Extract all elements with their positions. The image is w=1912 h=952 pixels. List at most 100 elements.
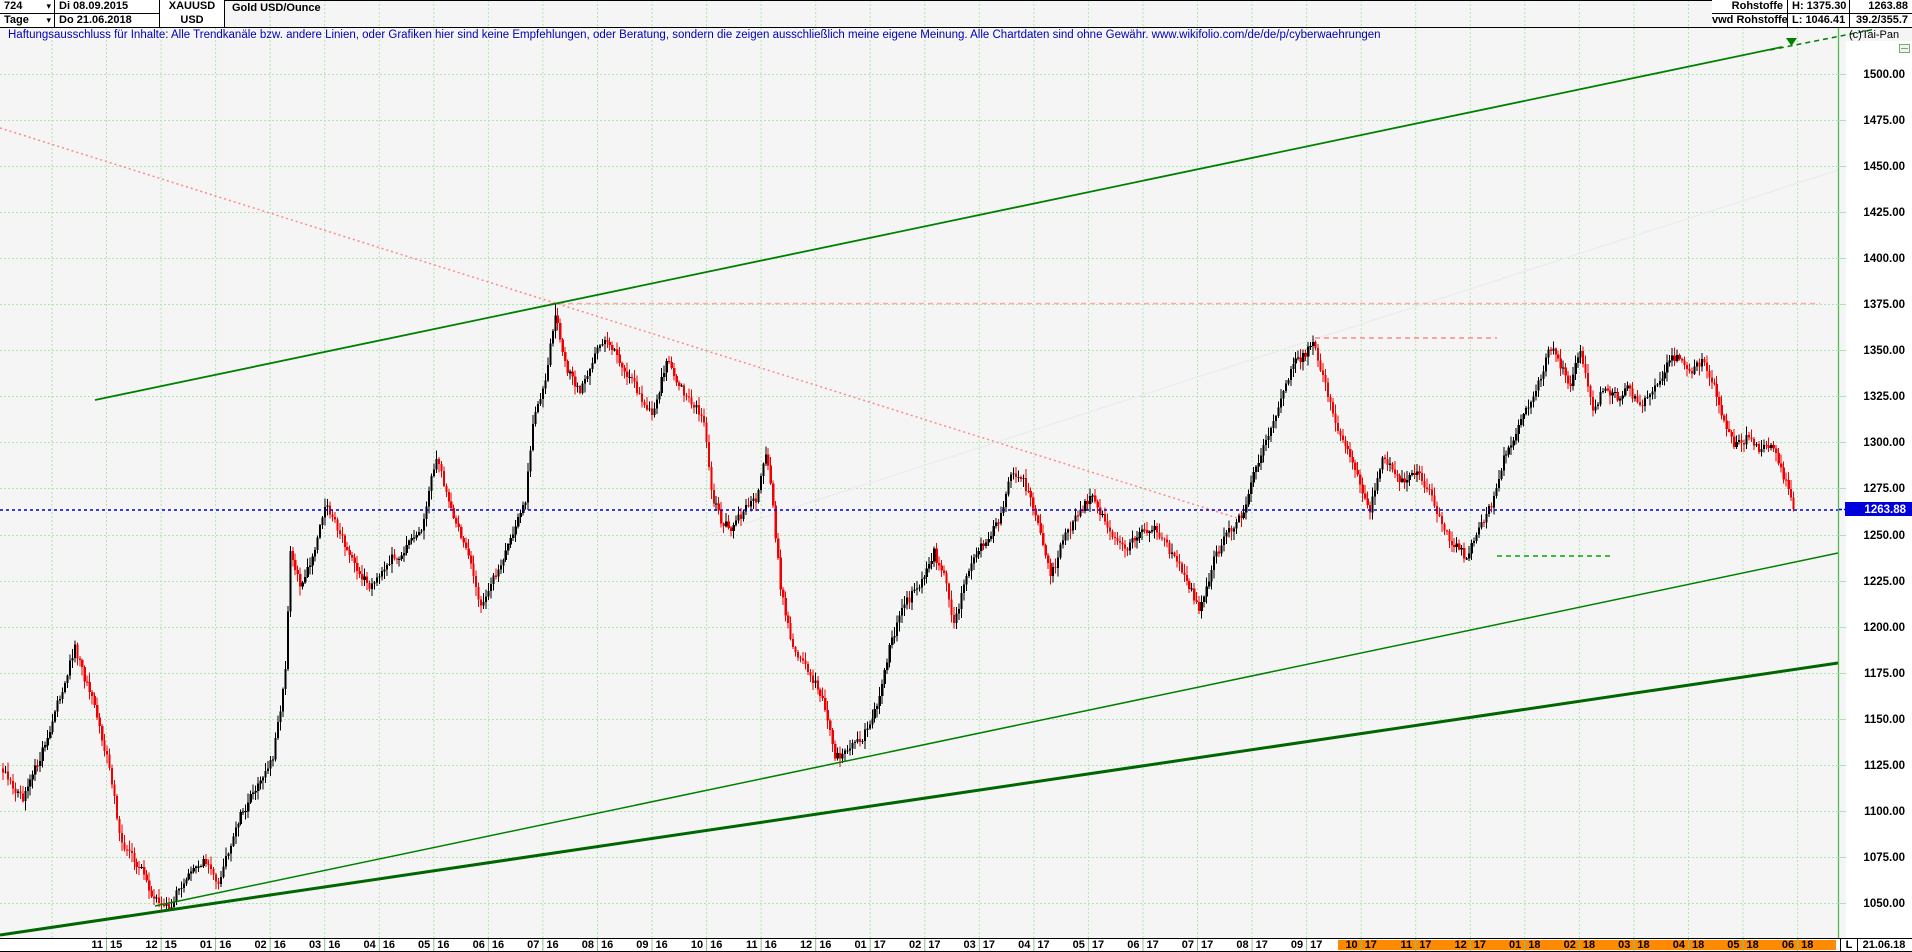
svg-text:17: 17 xyxy=(1365,939,1377,951)
svg-text:17: 17 xyxy=(1201,939,1213,951)
price-axis: 1500.00 1475.00 1450.00 1425.00 1400.00 1375.… xyxy=(1837,27,1912,952)
period-low: L: 1046.41 xyxy=(1788,14,1850,28)
svg-text:02: 02 xyxy=(1564,939,1576,951)
main-uptrend-extension xyxy=(1769,28,1877,51)
svg-text:08: 08 xyxy=(582,939,594,951)
faint-channel-line xyxy=(699,169,1839,539)
svg-text:03: 03 xyxy=(1618,939,1630,951)
disclaimer-text: Haftungsausschluss für Inhalte: Alle Tre… xyxy=(8,29,1381,41)
svg-text:18: 18 xyxy=(1747,939,1759,951)
trendline-arrow-marker xyxy=(1786,38,1797,46)
svg-text:1450.00: 1450.00 xyxy=(1863,161,1905,173)
highlight-period-band xyxy=(1338,940,1836,950)
bar-count-dropdown[interactable]: 724 ▾ xyxy=(0,0,55,14)
source-label: vwd Rohstoffe xyxy=(1712,14,1788,28)
svg-text:18: 18 xyxy=(1801,939,1813,951)
svg-text:01: 01 xyxy=(854,939,866,951)
svg-text:15: 15 xyxy=(110,939,122,951)
last-price-tag xyxy=(1845,502,1912,516)
svg-text:17: 17 xyxy=(983,939,995,951)
svg-text:02: 02 xyxy=(254,939,266,951)
svg-text:16: 16 xyxy=(328,939,340,951)
svg-text:17: 17 xyxy=(1310,939,1322,951)
support-trendline-thin xyxy=(154,552,1839,907)
svg-text:16: 16 xyxy=(219,939,231,951)
last-bar-marker: L xyxy=(1846,939,1853,951)
svg-text:1275.00: 1275.00 xyxy=(1863,483,1905,495)
currency: USD xyxy=(160,14,225,28)
svg-text:1050.00: 1050.00 xyxy=(1863,898,1905,910)
first-date: Di 08.09.2015 xyxy=(55,0,160,14)
svg-text:10: 10 xyxy=(1345,939,1357,951)
chevron-down-icon: ▾ xyxy=(46,1,51,11)
svg-text:03: 03 xyxy=(964,939,976,951)
svg-text:05: 05 xyxy=(418,939,430,951)
svg-text:16: 16 xyxy=(383,939,395,951)
category-label: Rohstoffe xyxy=(1712,0,1788,14)
resistance-trendline-falling xyxy=(0,127,1238,519)
svg-text:1175.00: 1175.00 xyxy=(1864,668,1905,680)
svg-text:1075.00: 1075.00 xyxy=(1863,852,1905,864)
last-date: Do 21.06.2018 xyxy=(55,14,160,28)
svg-text:1263.88: 1263.88 xyxy=(1864,504,1906,516)
svg-text:1375.00: 1375.00 xyxy=(1863,299,1905,311)
svg-text:18: 18 xyxy=(1528,939,1540,951)
svg-text:17: 17 xyxy=(1419,939,1431,951)
svg-text:07: 07 xyxy=(527,939,539,951)
svg-text:09: 09 xyxy=(1291,939,1303,951)
svg-text:12: 12 xyxy=(145,939,157,951)
svg-text:03: 03 xyxy=(309,939,321,951)
svg-text:1125.00: 1125.00 xyxy=(1864,760,1905,772)
svg-text:16: 16 xyxy=(710,939,722,951)
header-misc-value: 39.2/355.7 xyxy=(1850,14,1912,28)
svg-text:01: 01 xyxy=(1509,939,1521,951)
svg-text:12: 12 xyxy=(800,939,812,951)
svg-text:17: 17 xyxy=(1037,939,1049,951)
svg-text:16: 16 xyxy=(492,939,504,951)
symbol: XAUUSD xyxy=(160,0,225,14)
svg-text:16: 16 xyxy=(765,939,777,951)
svg-text:09: 09 xyxy=(636,939,648,951)
svg-text:07: 07 xyxy=(1182,939,1194,951)
last-bar-date: 21.06.18 xyxy=(1863,939,1906,951)
svg-text:05: 05 xyxy=(1727,939,1739,951)
svg-text:16: 16 xyxy=(601,939,613,951)
time-axis: 11 15 12 15 01 16 02 16 03 16 04 16 05 16 06 16 07 16 08 16… xyxy=(0,938,1912,952)
svg-text:17: 17 xyxy=(874,939,886,951)
svg-text:01: 01 xyxy=(200,939,212,951)
svg-text:04: 04 xyxy=(364,939,377,951)
period-dropdown[interactable]: Tage ▾ xyxy=(0,14,55,28)
svg-text:05: 05 xyxy=(1073,939,1085,951)
svg-text:1350.00: 1350.00 xyxy=(1863,345,1905,357)
svg-text:11: 11 xyxy=(746,939,758,951)
svg-text:15: 15 xyxy=(165,939,177,951)
svg-text:02: 02 xyxy=(909,939,921,951)
svg-text:18: 18 xyxy=(1637,939,1649,951)
header-last-price: 1263.88 xyxy=(1850,0,1912,14)
svg-text:18: 18 xyxy=(1583,939,1595,951)
svg-text:1250.00: 1250.00 xyxy=(1863,530,1905,542)
svg-text:17: 17 xyxy=(1256,939,1268,951)
trendline-layer[interactable] xyxy=(0,28,1877,937)
main-uptrend-line xyxy=(94,46,1783,401)
svg-text:04: 04 xyxy=(1018,939,1031,951)
copyright-label: (c)Tai-Pan xyxy=(1849,29,1900,41)
svg-text:1325.00: 1325.00 xyxy=(1863,391,1905,403)
svg-text:11: 11 xyxy=(1401,939,1413,951)
svg-text:17: 17 xyxy=(1147,939,1159,951)
collapse-icon[interactable] xyxy=(1899,44,1910,53)
svg-text:1150.00: 1150.00 xyxy=(1864,714,1905,726)
svg-text:11: 11 xyxy=(91,939,103,951)
instrument-title: Gold USD/Ounce xyxy=(232,2,321,14)
svg-text:12: 12 xyxy=(1455,939,1467,951)
candlestick-layer xyxy=(2,303,1795,910)
svg-text:16: 16 xyxy=(819,939,831,951)
svg-text:16: 16 xyxy=(274,939,286,951)
svg-text:06: 06 xyxy=(1127,939,1139,951)
support-trendline-thick xyxy=(0,661,1839,937)
grid-layer xyxy=(0,0,1846,938)
svg-text:1400.00: 1400.00 xyxy=(1863,253,1905,265)
